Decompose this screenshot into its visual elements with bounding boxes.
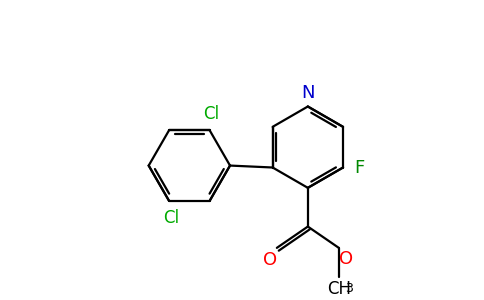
- Text: CH: CH: [327, 280, 351, 298]
- Text: F: F: [355, 158, 365, 176]
- Text: O: O: [338, 250, 353, 268]
- Text: 3: 3: [346, 282, 353, 295]
- Text: Cl: Cl: [163, 208, 179, 226]
- Text: O: O: [263, 251, 277, 269]
- Text: Cl: Cl: [204, 105, 220, 123]
- Text: N: N: [301, 84, 315, 102]
